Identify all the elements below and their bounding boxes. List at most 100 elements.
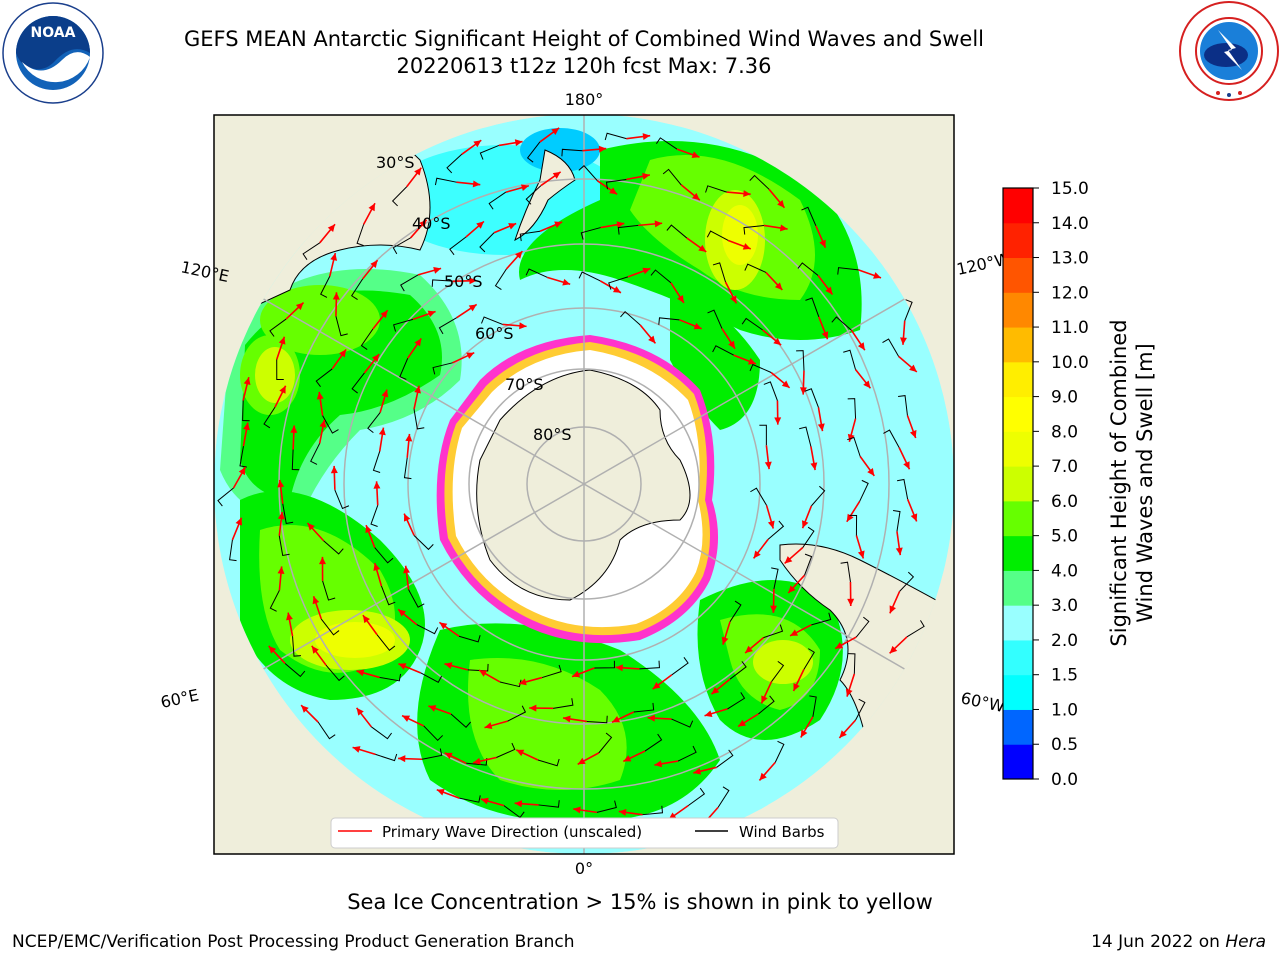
wind-barb bbox=[729, 661, 747, 680]
wave-arrow-head bbox=[793, 682, 800, 691]
wave-arrow-head bbox=[402, 715, 411, 722]
wave-arrow-head bbox=[439, 622, 448, 630]
wind-barb bbox=[376, 634, 396, 652]
wave-arrow-head bbox=[403, 565, 410, 574]
wave-arrow-head bbox=[623, 755, 632, 762]
wave-arrow-head bbox=[243, 422, 250, 431]
wind-barb bbox=[744, 263, 767, 273]
wind-barb bbox=[494, 268, 507, 291]
wind-barb bbox=[906, 620, 925, 638]
wind-barb bbox=[804, 553, 813, 576]
wind-barb bbox=[633, 702, 655, 713]
wind-barb bbox=[883, 429, 900, 448]
wave-arrow-head bbox=[738, 719, 747, 727]
wind-barb bbox=[671, 657, 689, 676]
wave-arrow-head bbox=[319, 556, 326, 565]
wind-barb bbox=[446, 153, 463, 174]
wave-arrow-head bbox=[235, 517, 243, 526]
wind-barb bbox=[843, 349, 856, 370]
wind-barb bbox=[526, 141, 541, 163]
wave-arrow-head bbox=[381, 389, 389, 398]
wave-arrow-head bbox=[745, 645, 753, 654]
wind-barb bbox=[712, 345, 734, 356]
wave-arrow-head bbox=[277, 511, 285, 520]
wind-barb bbox=[413, 409, 425, 430]
wave-arrow-head bbox=[473, 757, 481, 765]
wind-barb bbox=[729, 600, 742, 622]
wave-arrow-head bbox=[761, 695, 768, 704]
wave-arrow-head bbox=[730, 295, 737, 304]
wave-arrow-head bbox=[693, 767, 702, 775]
wave-arrow-head bbox=[857, 550, 865, 559]
wave-arrow-head bbox=[469, 277, 477, 285]
wave-arrow-head bbox=[598, 145, 607, 153]
wind-barb bbox=[658, 317, 680, 325]
colorbar-tick-label: 9.0 bbox=[1051, 388, 1078, 408]
wind-barb bbox=[391, 186, 408, 207]
wave-arrow-head bbox=[332, 292, 340, 300]
wind-barb bbox=[276, 359, 284, 380]
wind-barb bbox=[716, 749, 734, 768]
wind-barb bbox=[898, 395, 908, 416]
wind-barb bbox=[644, 733, 663, 752]
wave-arrow-head bbox=[704, 710, 713, 718]
colorbar-tick-label: 1.0 bbox=[1051, 700, 1078, 720]
wave-arrow-head bbox=[278, 336, 286, 345]
wind-barb bbox=[642, 805, 664, 816]
wave-arrow-head bbox=[356, 707, 364, 716]
colorbar-segment bbox=[1003, 257, 1033, 293]
wave-arrow-head bbox=[779, 224, 788, 232]
wind-barb bbox=[310, 443, 321, 465]
wind-barb bbox=[291, 449, 300, 471]
wind-barb bbox=[334, 489, 350, 510]
wind-barb bbox=[351, 372, 365, 394]
wave-arrow-head bbox=[419, 219, 427, 228]
wind-barb bbox=[481, 316, 503, 325]
wave-arrow-head bbox=[743, 190, 751, 198]
wind-barb bbox=[896, 478, 909, 500]
wave-arrow-head bbox=[759, 772, 767, 781]
wind-barb bbox=[239, 446, 247, 468]
wave-arrow-head bbox=[330, 253, 338, 261]
wave-arrow-head bbox=[466, 352, 475, 359]
wind-barb bbox=[801, 206, 817, 226]
wave-arrow-head bbox=[427, 310, 436, 318]
wind-barb bbox=[859, 479, 869, 502]
wind-barb bbox=[809, 695, 817, 717]
wind-barb bbox=[438, 317, 457, 335]
wind-barb bbox=[847, 436, 861, 457]
wind-barb bbox=[421, 748, 443, 760]
wave-arrow-head bbox=[654, 220, 663, 228]
wind-barb bbox=[479, 232, 495, 253]
wind-barb bbox=[771, 567, 779, 589]
wave-arrow-head bbox=[365, 525, 372, 534]
wave-arrow-head bbox=[290, 425, 298, 433]
wave-arrow-head bbox=[243, 377, 251, 386]
wind-barb bbox=[605, 178, 627, 190]
colorbar-segment bbox=[1003, 327, 1033, 363]
wind-barb bbox=[335, 316, 348, 337]
wave-arrow-head bbox=[845, 688, 853, 697]
wave-arrow-head bbox=[889, 605, 896, 614]
wave-arrow-head bbox=[847, 598, 855, 607]
colorbar-tick-label: 0.5 bbox=[1051, 735, 1078, 755]
wave-arrow-head bbox=[433, 267, 442, 274]
wave-arrow-head bbox=[414, 167, 422, 176]
colorbar-tick-label: 11.0 bbox=[1051, 318, 1089, 338]
wind-barb bbox=[458, 635, 481, 643]
colorbar-segment bbox=[1003, 466, 1033, 502]
wave-arrow-head bbox=[781, 380, 790, 388]
wind-barb bbox=[904, 299, 913, 322]
colorbar-segment bbox=[1003, 605, 1033, 641]
wave-arrow-head bbox=[909, 364, 917, 372]
wave-arrow-head bbox=[847, 433, 855, 442]
wave-arrow-head bbox=[572, 670, 581, 678]
wind-barb bbox=[650, 269, 672, 284]
colorbar-title-line1: Significant Height of Combined bbox=[1107, 319, 1131, 646]
wind-barb bbox=[596, 800, 617, 813]
wave-arrow-head bbox=[863, 380, 871, 389]
colorbar-segment bbox=[1003, 639, 1033, 676]
wind-barb bbox=[320, 618, 340, 636]
wind-barb bbox=[360, 328, 374, 350]
